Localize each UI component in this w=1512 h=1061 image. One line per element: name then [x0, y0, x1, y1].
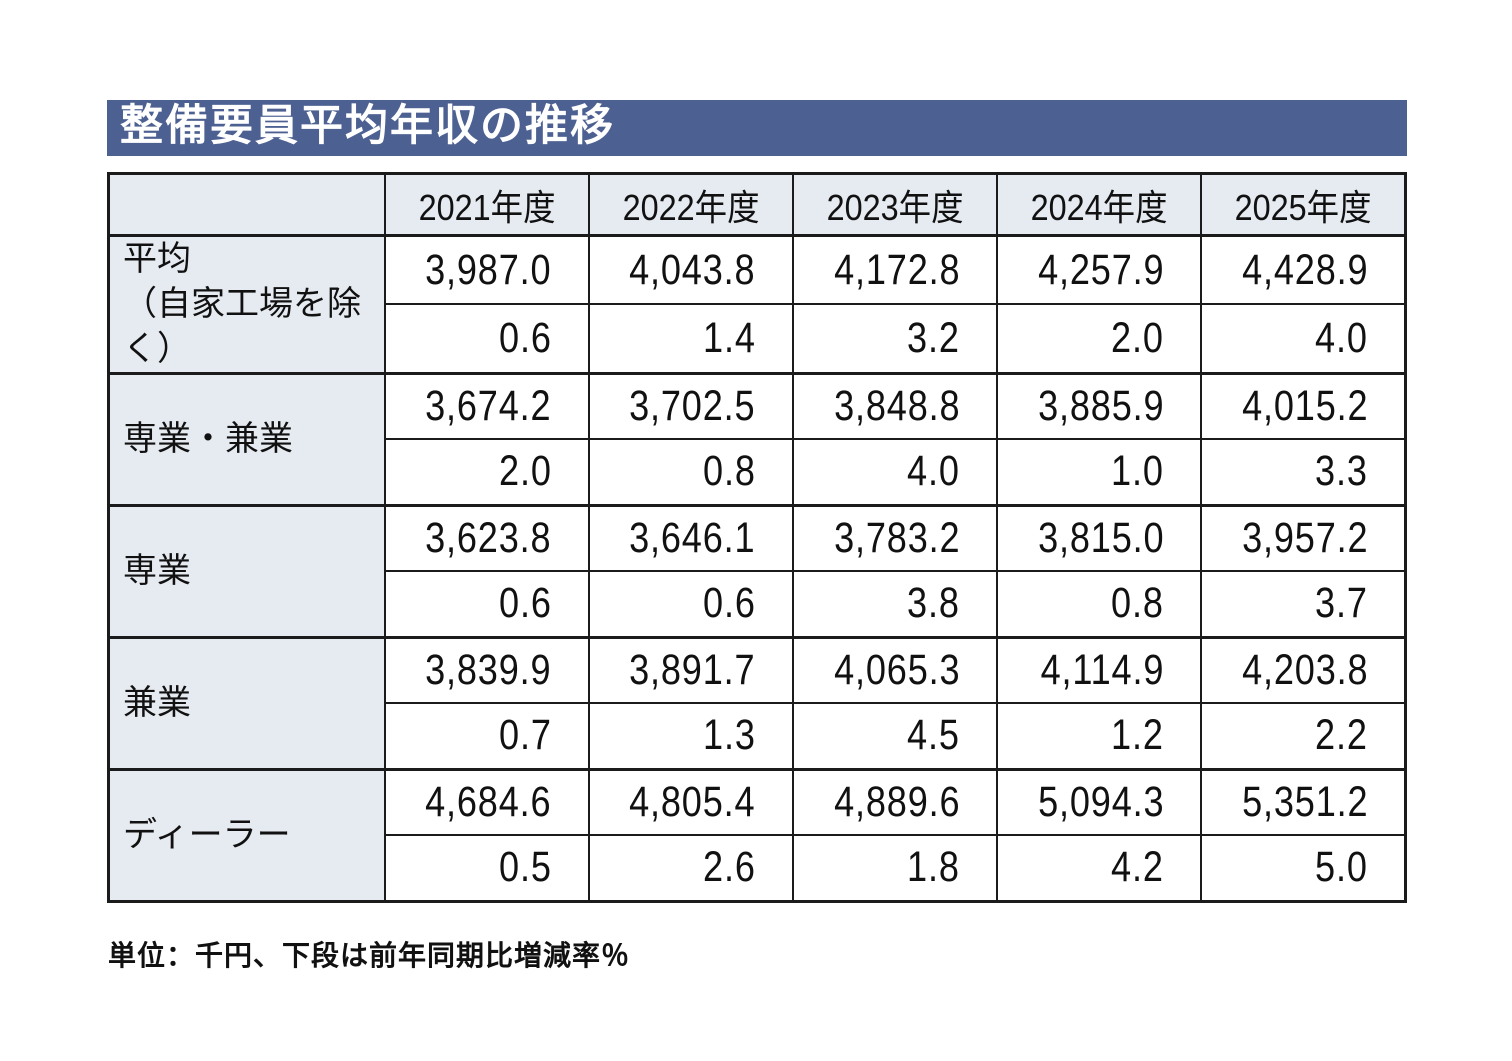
page-title: 整備要員平均年収の推移 — [120, 101, 615, 150]
change-rate-cell: 3.2 — [791, 303, 999, 375]
change-rate-cell: 0.5 — [383, 834, 590, 903]
change-rate-cell: 0.6 — [587, 570, 794, 639]
income-value-cell: 4,203.8 — [1200, 635, 1407, 705]
row-label-full-and-side: 専業・兼業 — [107, 371, 386, 507]
change-rate-cell: 5.0 — [1200, 834, 1407, 903]
row-label-side-business: 兼業 — [107, 635, 386, 771]
row-label-average: 平均 （自家工場を除く） — [107, 234, 386, 375]
income-table: 2021年度 2022年度 2023年度 2024年度 2025年度 平均 （自… — [107, 172, 1407, 903]
income-value-cell: 3,891.7 — [587, 635, 794, 705]
income-value-cell: 3,702.5 — [587, 371, 794, 441]
change-rate-cell: 4.2 — [996, 834, 1203, 903]
income-value-cell: 4,257.9 — [996, 234, 1203, 306]
header-row: 2021年度 2022年度 2023年度 2024年度 2025年度 — [107, 172, 1407, 237]
change-rate-cell: 0.6 — [383, 570, 590, 639]
table-row: 兼業 3,839.9 3,891.7 4,065.3 4,114.9 4,203… — [107, 635, 1407, 771]
income-value-cell: 3,848.8 — [791, 371, 999, 441]
year-header: 2022年度 — [587, 172, 794, 237]
table-row: 専業 3,623.8 3,646.1 3,783.2 3,815.0 3,957… — [107, 503, 1407, 639]
row-label-dealer: ディーラー — [107, 767, 386, 903]
table-row: 0.5 2.6 1.8 4.2 5.0 — [109, 834, 1407, 903]
table-row: ディーラー 4,684.6 4,805.4 4,889.6 5,094.3 5,… — [107, 767, 1407, 903]
income-value-cell: 3,623.8 — [383, 503, 590, 573]
income-value-cell: 3,783.2 — [791, 503, 999, 573]
table-row: 0.6 0.6 3.8 0.8 3.7 — [109, 570, 1407, 639]
income-value-cell: 4,015.2 — [1200, 371, 1407, 441]
table-row: 平均 （自家工場を除く） 3,987.0 4,043.8 4,172.8 4,2… — [107, 234, 1407, 375]
year-header: 2021年度 — [383, 172, 590, 237]
income-value-cell: 4,065.3 — [791, 635, 999, 705]
change-rate-cell: 3.7 — [1200, 570, 1407, 639]
change-rate-cell: 1.8 — [791, 834, 999, 903]
change-rate-cell: 1.4 — [587, 303, 794, 375]
title-bar: 整備要員平均年収の推移 — [107, 100, 1407, 156]
change-rate-cell: 2.0 — [996, 303, 1203, 375]
income-value-cell: 4,684.6 — [383, 767, 590, 837]
income-value-cell: 3,674.2 — [383, 371, 590, 441]
income-value-cell: 4,889.6 — [791, 767, 999, 837]
table-row: 0.7 1.3 4.5 1.2 2.2 — [109, 702, 1407, 771]
change-rate-cell: 1.0 — [996, 438, 1203, 507]
income-value-cell: 5,094.3 — [996, 767, 1203, 837]
change-rate-cell: 4.5 — [791, 702, 999, 771]
table-row: 0.6 1.4 3.2 2.0 4.0 — [109, 303, 1407, 375]
change-rate-cell: 2.0 — [383, 438, 590, 507]
table-row: 専業・兼業 3,674.2 3,702.5 3,848.8 3,885.9 4,… — [107, 371, 1407, 507]
income-value-cell: 4,114.9 — [996, 635, 1203, 705]
change-rate-cell: 3.8 — [791, 570, 999, 639]
income-value-cell: 3,839.9 — [383, 635, 590, 705]
change-rate-cell: 0.7 — [383, 702, 590, 771]
income-value-cell: 5,351.2 — [1200, 767, 1407, 837]
change-rate-cell: 2.2 — [1200, 702, 1407, 771]
change-rate-cell: 0.8 — [587, 438, 794, 507]
change-rate-cell: 0.8 — [996, 570, 1203, 639]
income-value-cell: 3,646.1 — [587, 503, 794, 573]
year-header: 2025年度 — [1200, 172, 1407, 237]
table-row: 2.0 0.8 4.0 1.0 3.3 — [109, 438, 1407, 507]
income-value-cell: 3,987.0 — [383, 234, 590, 306]
change-rate-cell: 1.3 — [587, 702, 794, 771]
income-value-cell: 4,428.9 — [1200, 234, 1407, 306]
change-rate-cell: 4.0 — [1200, 303, 1407, 375]
income-value-cell: 3,885.9 — [996, 371, 1203, 441]
change-rate-cell: 1.2 — [996, 702, 1203, 771]
year-header: 2024年度 — [996, 172, 1203, 237]
change-rate-cell: 2.6 — [587, 834, 794, 903]
income-value-cell: 4,172.8 — [791, 234, 999, 306]
row-label-full-time: 専業 — [107, 503, 386, 639]
income-value-cell: 4,805.4 — [587, 767, 794, 837]
change-rate-cell: 0.6 — [383, 303, 590, 375]
unit-note: 単位：千円、下段は前年同期比増減率％ — [108, 940, 631, 971]
income-value-cell: 3,957.2 — [1200, 503, 1407, 573]
income-value-cell: 4,043.8 — [587, 234, 794, 306]
change-rate-cell: 3.3 — [1200, 438, 1407, 507]
income-value-cell: 3,815.0 — [996, 503, 1203, 573]
year-header: 2023年度 — [791, 172, 999, 237]
corner-cell — [107, 172, 386, 237]
change-rate-cell: 4.0 — [791, 438, 999, 507]
